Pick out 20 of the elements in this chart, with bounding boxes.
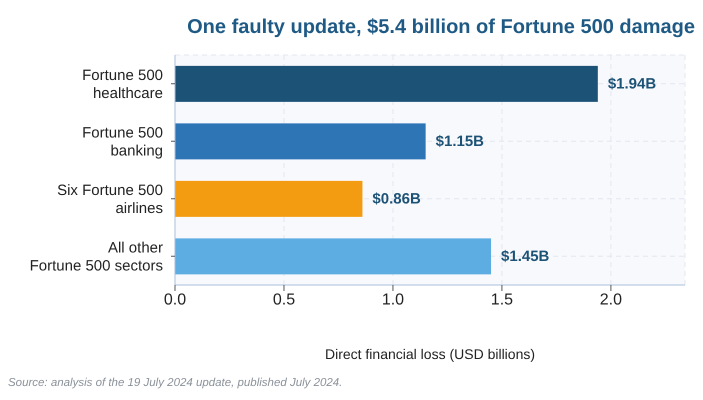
source-note: Source: analysis of the 19 July 2024 update, published July 2024. [8,377,342,389]
x-tick-label: 2.0 [600,291,622,308]
x-tick-label: 0.0 [164,291,186,308]
data-label: $1.15B [436,132,484,150]
bar [175,238,492,274]
x-axis-title: Direct financial loss (USD billions) [324,346,536,362]
y-tick-label: Fortune 500 banking [82,124,163,159]
x-tick-label: 1.0 [382,291,404,308]
data-label: $0.86B [372,190,421,208]
x-tick-label: 1.5 [490,291,514,308]
y-tick-label: All other Fortune 500 sectors [30,238,163,274]
bar [175,66,598,102]
data-label: $1.94B [608,75,656,92]
y-tick-label: Fortune 500 healthcare [82,66,163,102]
data-label: $1.45B [501,248,550,265]
chart-title: One faulty update, $5.4 billion of Fortune 500 damage [187,16,695,39]
y-tick-label: Six Fortune 500 airlines [57,181,163,216]
bar [175,180,362,217]
x-tick-label: 0.5 [272,291,296,308]
bar [175,123,426,160]
